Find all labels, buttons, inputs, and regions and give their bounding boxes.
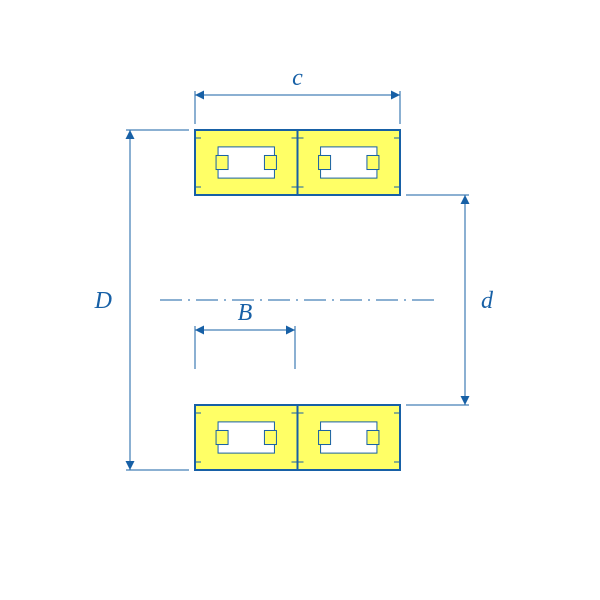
label-B: B — [238, 300, 253, 326]
label-d: d — [481, 288, 494, 314]
label-c: c — [292, 65, 303, 91]
label-D: D — [94, 288, 112, 314]
bearing-cross-section-diagram: D d c B — [0, 0, 600, 600]
